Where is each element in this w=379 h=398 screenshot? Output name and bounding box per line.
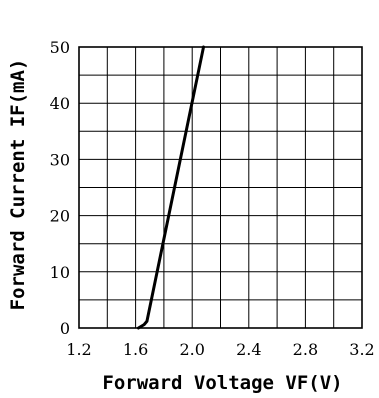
x-tick-label: 1.6 bbox=[123, 340, 148, 359]
y-axis-title: Forward Current IF(mA) bbox=[7, 59, 29, 311]
x-tick-label: 2.8 bbox=[293, 340, 318, 359]
x-tick-label: 1.2 bbox=[66, 340, 91, 359]
y-tick-label: 0 bbox=[60, 319, 70, 338]
grid bbox=[79, 47, 362, 328]
y-tick-label: 20 bbox=[50, 207, 70, 226]
series-line bbox=[136, 45, 206, 330]
x-axis-tick-labels: 1.2 1.6 2.0 2.4 2.8 3.2 bbox=[66, 340, 374, 359]
plot-frame bbox=[78, 46, 363, 329]
y-tick-label: 50 bbox=[50, 38, 70, 57]
y-tick-label: 10 bbox=[50, 263, 70, 282]
x-tick-label: 3.2 bbox=[349, 340, 374, 359]
y-tick-label: 30 bbox=[50, 150, 70, 169]
x-tick-label: 2.0 bbox=[179, 340, 204, 359]
y-axis-tick-labels: 0 10 20 30 40 50 bbox=[50, 38, 70, 338]
x-axis-title: Forward Voltage VF(V) bbox=[102, 372, 342, 394]
x-tick-label: 2.4 bbox=[236, 340, 261, 359]
y-tick-label: 40 bbox=[50, 94, 70, 113]
